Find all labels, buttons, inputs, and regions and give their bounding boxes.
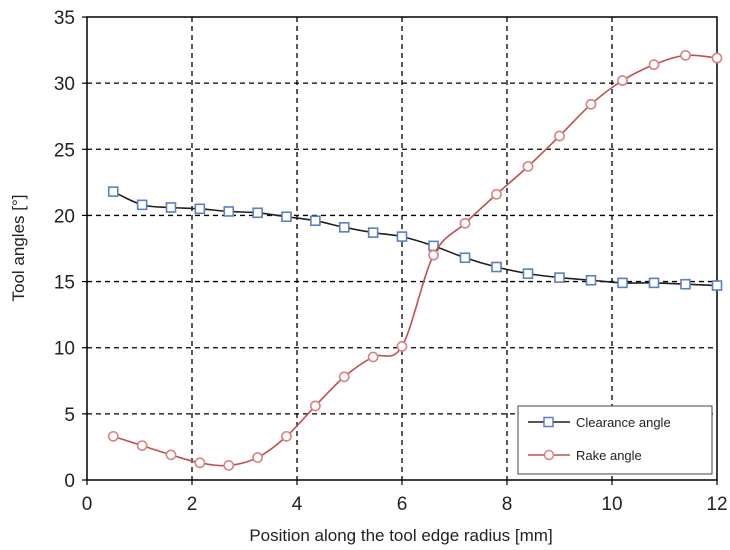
rake-angle-point: [309, 400, 321, 412]
clearance-angle-point: [554, 272, 565, 283]
y-axis-ticks: 0 5 10 15 20 25 30 35: [54, 8, 87, 492]
rake-angle-line: [113, 54, 718, 467]
series-rake-angle: [107, 49, 723, 471]
rake-angle-point: [281, 430, 292, 442]
clearance-angle-point: [617, 277, 628, 289]
y-tick-label: 5: [64, 405, 75, 426]
x-tick-label: 10: [601, 494, 622, 515]
clearance-angle-point: [648, 277, 660, 289]
rake-angle-point: [459, 217, 471, 229]
x-tick-label: 8: [502, 494, 513, 515]
clearance-angle-point: [107, 186, 119, 197]
rake-angle-point: [136, 440, 148, 452]
series-clearance-angle: [107, 186, 723, 291]
legend: Clearance angle Rake angle: [517, 405, 713, 475]
clearance-angle-point: [310, 215, 321, 227]
x-tick-label: 6: [397, 494, 408, 515]
rake-angle-point: [252, 452, 264, 463]
clearance-angle-point: [281, 211, 292, 223]
clearance-angle-point: [396, 231, 408, 242]
rake-angle-point: [617, 75, 628, 86]
y-tick-label: 10: [54, 339, 75, 360]
y-tick-label: 15: [54, 273, 75, 294]
rake-angle-point: [680, 49, 691, 61]
rake-angle-point: [585, 98, 597, 110]
rake-angle-point: [428, 249, 439, 261]
legend-clearance-marker: [543, 416, 554, 428]
clearance-angle-point: [367, 227, 379, 238]
clearance-angle-point: [223, 206, 235, 217]
clearance-angle-point: [194, 203, 206, 215]
clearance-angle-point: [136, 199, 148, 211]
rake-angle-point: [554, 130, 565, 142]
rake-angle-point: [367, 351, 379, 363]
legend-rake-marker: [543, 449, 555, 461]
x-tick-label: 12: [706, 494, 727, 515]
rake-angle-point: [338, 371, 350, 383]
y-tick-label: 35: [54, 8, 75, 29]
clearance-angle-point: [459, 252, 471, 264]
clearance-angle-point: [491, 261, 502, 273]
rake-angle-point: [522, 161, 534, 172]
rake-angle-point: [165, 449, 177, 461]
x-tick-label: 2: [187, 494, 198, 515]
clearance-angle-point: [522, 268, 534, 279]
y-tick-label: 30: [54, 74, 75, 95]
y-axis-title: Tool angles [°]: [9, 195, 28, 302]
rake-angle-point: [223, 460, 235, 471]
rake-angle-point: [711, 52, 723, 64]
x-axis-ticks: 0 2 4 6 8 10 12: [82, 480, 728, 515]
clearance-angle-point: [165, 202, 177, 213]
rake-angle-point: [107, 430, 119, 442]
y-tick-label: 0: [64, 471, 75, 492]
y-tick-label: 20: [54, 206, 75, 227]
x-tick-label: 4: [292, 494, 303, 515]
rake-angle-point: [491, 188, 502, 200]
clearance-angle-point: [585, 274, 597, 286]
x-axis-title: Position along the tool edge radius [mm]: [249, 526, 552, 545]
clearance-angle-point: [711, 280, 723, 291]
rake-angle-point: [648, 59, 660, 71]
clearance-angle-point: [338, 222, 350, 233]
clearance-angle-point: [252, 207, 263, 219]
legend-rake-label: Rake angle: [576, 448, 642, 463]
x-tick-label: 0: [82, 494, 93, 515]
y-tick-label: 25: [54, 140, 75, 161]
clearance-angle-point: [680, 278, 691, 290]
rake-angle-point: [396, 340, 408, 352]
series-layer: [107, 49, 723, 471]
rake-angle-point: [194, 457, 206, 469]
legend-clearance-label: Clearance angle: [576, 415, 671, 430]
